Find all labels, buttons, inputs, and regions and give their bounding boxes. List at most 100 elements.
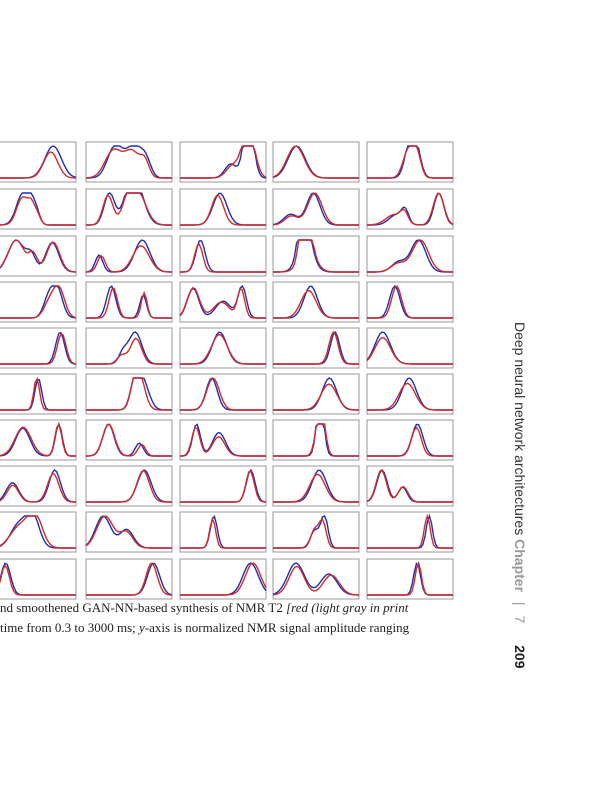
synthetic-curve: [180, 243, 266, 273]
synthetic-curve: [0, 196, 76, 226]
synthetic-curve: [367, 382, 453, 411]
synthetic-curve: [367, 426, 453, 457]
synthetic-curve: [273, 289, 359, 319]
synthetic-curve: [0, 473, 76, 503]
running-head: Deep neural network architectures Chapte…: [510, 322, 530, 669]
panel-frame: [0, 235, 77, 277]
comparison-panel: [0, 558, 77, 600]
caption-italic-text: [red (light gray in print: [286, 600, 409, 615]
comparison-panel: [85, 465, 173, 507]
panel-frame: [179, 465, 267, 507]
comparison-panel: [0, 419, 77, 461]
comparison-panel: [179, 558, 267, 600]
comparison-panel: [366, 465, 454, 507]
synthetic-curve: [180, 377, 266, 411]
synthetic-curve: [0, 376, 76, 411]
panel-frame: [0, 327, 77, 369]
comparison-panel: [272, 558, 360, 600]
panel-frame: [0, 465, 77, 507]
figure-grid: [0, 141, 454, 600]
synthetic-curve: [86, 470, 172, 503]
panel-frame: [179, 511, 267, 553]
panel-frame: [0, 558, 77, 600]
comparison-panel: [272, 373, 360, 415]
panel-frame: [272, 188, 360, 230]
panel-frame: [85, 327, 173, 369]
synthetic-curve: [367, 145, 453, 179]
original-curve: [179, 284, 266, 319]
synthetic-curve: [273, 518, 359, 549]
synthetic-curve: [86, 287, 172, 319]
synthetic-curve: [85, 515, 172, 549]
synthetic-curve: [0, 151, 77, 179]
synthetic-curve: [0, 422, 76, 457]
synthetic-curve: [367, 239, 453, 273]
caption-italic-text: y: [139, 620, 145, 635]
synthetic-curve: [0, 332, 77, 365]
comparison-panel: [85, 327, 173, 369]
synthetic-curve: [0, 285, 77, 319]
synthetic-curve: [86, 337, 172, 365]
synthetic-curve: [180, 333, 266, 365]
comparison-panel: [0, 188, 77, 230]
panel-frame: [366, 419, 454, 461]
comparison-panel: [366, 511, 454, 553]
comparison-panel: [179, 327, 267, 369]
comparison-panel: [85, 419, 173, 461]
panel-frame: [85, 281, 173, 323]
comparison-panel: [366, 188, 454, 230]
chapter-label: Chapter: [512, 539, 528, 593]
comparison-panel: [0, 465, 77, 507]
comparison-panel: [272, 419, 360, 461]
comparison-panel: [272, 281, 360, 323]
chapter-number: 7: [512, 615, 528, 624]
comparison-panel: [85, 281, 173, 323]
comparison-panel: [272, 327, 360, 369]
panel-frame: [0, 373, 77, 415]
comparison-panel: [179, 465, 267, 507]
synthetic-curve: [86, 562, 173, 596]
panel-frame: [366, 327, 454, 369]
synthetic-curve: [86, 377, 172, 411]
panel-frame: [179, 373, 267, 415]
panel-frame: [179, 188, 267, 230]
synthetic-curve: [180, 562, 267, 596]
comparison-panel: [179, 235, 267, 277]
synthetic-curve: [180, 194, 266, 226]
synthetic-curve: [367, 560, 453, 596]
comparison-panel: [366, 141, 454, 183]
comparison-panel: [85, 188, 173, 230]
caption-text: nd smoothened GAN-NN-based synthesis of …: [0, 600, 287, 615]
synthetic-curve: [85, 423, 172, 457]
comparison-panel: [366, 558, 454, 600]
panel-frame: [366, 281, 454, 323]
synthetic-curve: [180, 516, 266, 549]
comparison-panel: [85, 558, 173, 600]
comparison-panel: [85, 235, 173, 277]
panel-frame: [0, 419, 77, 461]
panel-frame: [366, 141, 454, 183]
comparison-panel: [366, 373, 454, 415]
comparison-panel: [85, 373, 173, 415]
panel-frame: [85, 188, 173, 230]
synthetic-curve: [85, 245, 173, 273]
panel-frame: [0, 141, 77, 183]
figure-caption-line-2: time from 0.3 to 3000 ms; y-axis is norm…: [0, 620, 409, 636]
synthetic-curve: [273, 239, 359, 273]
synthetic-curve: [0, 239, 77, 273]
synthetic-curve: [273, 423, 359, 457]
panel-frame: [85, 558, 173, 600]
comparison-panel: [366, 235, 454, 277]
synthetic-curve: [272, 145, 359, 179]
synthetic-curve: [366, 192, 454, 226]
panel-frame: [85, 419, 173, 461]
comparison-panel: [0, 511, 77, 553]
caption-text: -axis is normalized NMR signal amplitude…: [144, 620, 410, 635]
panel-frame: [366, 511, 454, 553]
synthetic-curve: [366, 336, 453, 365]
synthetic-curve: [366, 469, 453, 503]
synthetic-curve: [180, 470, 267, 503]
synthetic-curve: [272, 192, 359, 226]
chapter-separator: |: [512, 601, 528, 606]
panel-frame: [85, 141, 173, 183]
